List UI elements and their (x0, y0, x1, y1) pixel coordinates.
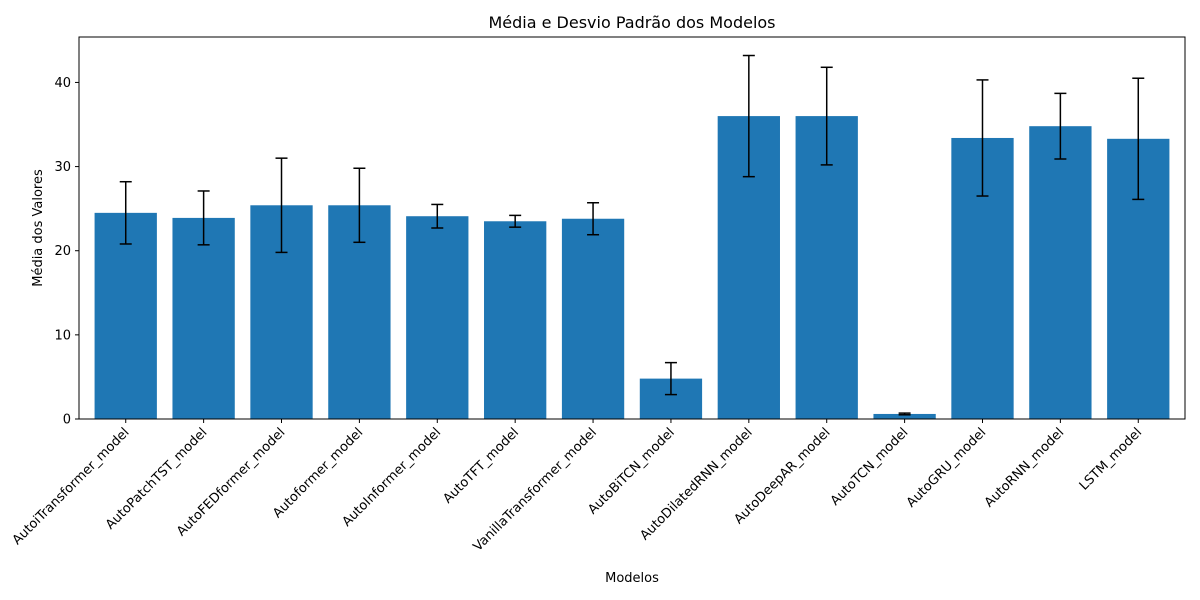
x-axis: AutoiTransformer_modelAutoPatchTST_model… (10, 419, 1145, 555)
y-tick-label-0: 0 (63, 413, 71, 428)
error-bar-LSTM_model (1132, 77, 1145, 201)
y-axis: 0 10 20 30 40 (54, 76, 79, 428)
y-tick-label-20: 20 (54, 244, 71, 259)
x-tick-label-AutoGRU_model: AutoGRU_model (904, 425, 989, 510)
error-bar-AutoInformer_model (431, 203, 444, 229)
bar-AutoDeepAR_model (795, 116, 858, 419)
error-bar-Autoformer_model (353, 167, 366, 244)
bar-AutoiTransformer_model (94, 212, 157, 419)
bar-VanillaTransformer_model (561, 218, 625, 419)
error-bar-VanillaTransformer_model (587, 202, 600, 236)
bar-AutoTFT_model (484, 221, 547, 419)
error-bar-AutoTFT_model (509, 214, 522, 228)
x-tick-label-VanillaTransformer_model: VanillaTransformer_model (471, 425, 600, 554)
y-tick-label-40: 40 (54, 76, 71, 91)
x-tick-label-AutoTFT_model: AutoTFT_model (440, 425, 522, 507)
y-tick-label-10: 10 (54, 328, 71, 343)
y-axis-label: Média dos Valores (31, 169, 46, 287)
error-bar-AutoPatchTST_model (197, 190, 210, 246)
x-tick-label-AutoBiTCN_model: AutoBiTCN_model (585, 425, 677, 517)
y-tick-label-30: 30 (54, 160, 71, 175)
error-bar-AutoRNN_model (1054, 92, 1067, 160)
error-bar-AutoDilatedRNN_model (742, 54, 755, 178)
plot-frame (78, 36, 1186, 420)
x-tick-label-LSTM_model: LSTM_model (1077, 425, 1145, 493)
error-bar-AutoGRU_model (976, 79, 989, 197)
x-tick-label-AutoRNN_model: AutoRNN_model (982, 425, 1067, 510)
bar-AutoPatchTST_model (172, 217, 235, 419)
x-axis-label: Modelos (605, 571, 659, 586)
bars-group (94, 116, 1170, 420)
error-bars-group (119, 54, 1145, 416)
bar-AutoInformer_model (406, 216, 469, 419)
chart-title: Média e Desvio Padrão dos Modelos (488, 13, 775, 32)
error-bar-AutoDeepAR_model (820, 66, 833, 166)
error-bar-AutoTCN_model (898, 412, 911, 416)
error-bar-AutoFEDformer_model (275, 157, 288, 254)
x-tick-label-AutoTCN_model: AutoTCN_model (828, 425, 912, 509)
bar-AutoRNN_model (1029, 126, 1092, 420)
bar-AutoTCN_model (873, 413, 936, 419)
error-bar-AutoiTransformer_model (119, 180, 132, 245)
error-bar-AutoBiTCN_model (664, 361, 677, 396)
